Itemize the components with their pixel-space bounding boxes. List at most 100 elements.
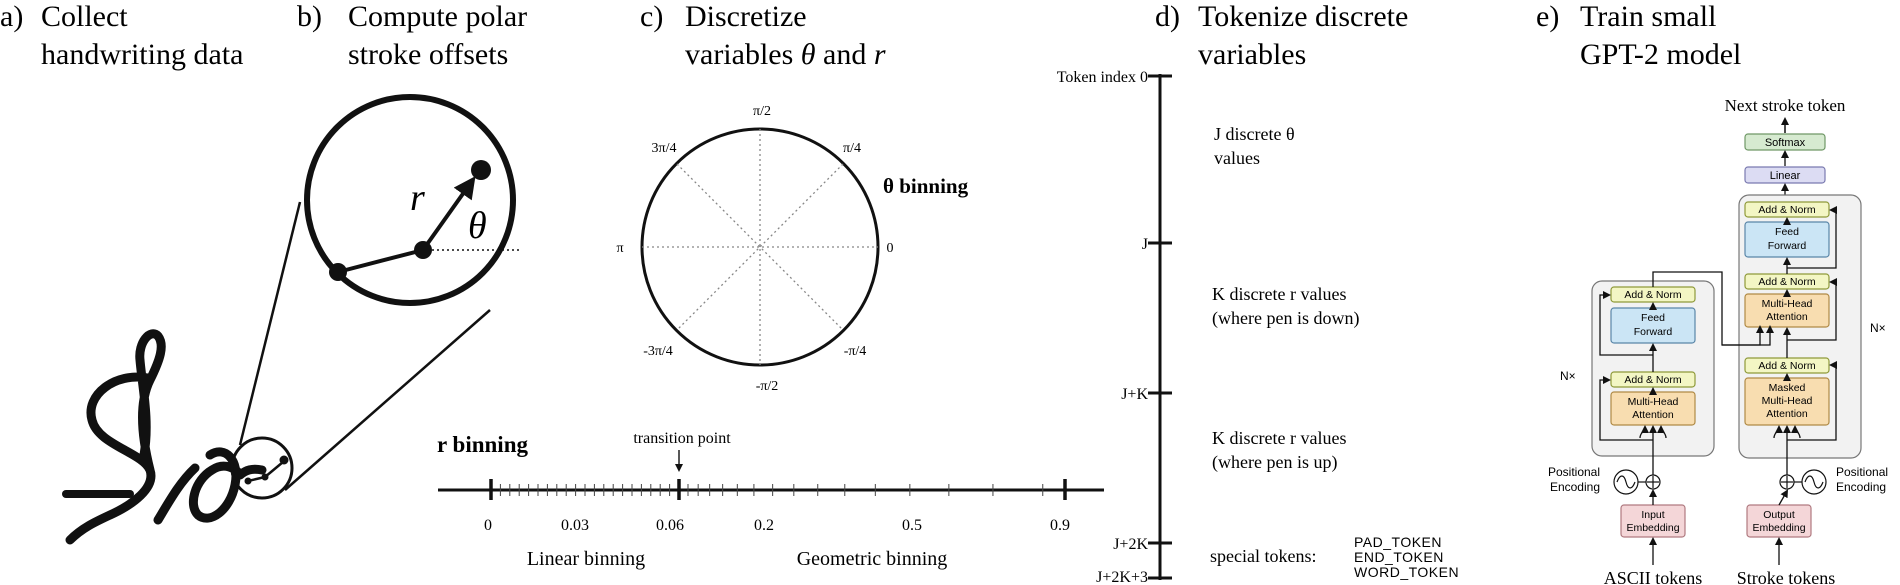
small-point-3: [279, 455, 289, 465]
next-stroke-token-label: Next stroke token: [1725, 96, 1846, 115]
panel-e-label: e): [1536, 0, 1559, 33]
tick-label-0-2: 0.2: [754, 517, 774, 534]
encoder-ff-line1: Feed: [1641, 312, 1665, 324]
zoom-connector-lower: [284, 309, 491, 491]
decoder-pos-enc-line2: Encoding: [1836, 480, 1886, 494]
decoder-masked-line3: Attention: [1766, 408, 1808, 420]
panel-a-title-line1: Collect: [41, 0, 128, 33]
tick-label-0: 0: [484, 517, 492, 534]
handwriting-stroke-1: [65, 329, 166, 545]
group-k-up-line2: (where pen is up): [1212, 452, 1337, 473]
r-binning-major-ticks: [489, 479, 1067, 500]
ascii-tokens-label: ASCII tokens: [1604, 568, 1703, 585]
panel-a-title-line2: handwriting data: [41, 38, 243, 71]
angle-label-pi-2: π/2: [753, 104, 771, 119]
panel-b-label: b): [297, 0, 322, 33]
point-next: [471, 160, 491, 180]
input-embedding-line1: Input: [1641, 509, 1664, 521]
panel-c: c) Discretize variables θ and r π/2 π/4 …: [437, 0, 1104, 570]
decoder-add-norm-3-label: Add & Norm: [1758, 360, 1815, 372]
title-and: and: [816, 38, 874, 71]
output-embedding-line1: Output: [1763, 509, 1795, 521]
panel-b: b) Compute polar stroke offsets r θ: [297, 0, 527, 306]
axis-label-j-plus-2k: J+2K: [1113, 536, 1148, 553]
panel-a: a) Collect handwriting data: [0, 0, 491, 545]
linear-binning-label: Linear binning: [527, 548, 645, 570]
offset-vector-arrow: [421, 176, 476, 252]
r-binning-label: r binning: [437, 432, 528, 457]
angle-label-pi: π: [616, 241, 623, 256]
r-binning-minor-ticks: [499, 484, 1044, 496]
special-tokens-label: special tokens:: [1210, 546, 1316, 566]
point-current: [414, 241, 432, 259]
angle-label-neg-pi-2: -π/2: [756, 379, 779, 394]
decoder-ff-line2: Forward: [1768, 240, 1807, 252]
tick-label-0-5: 0.5: [902, 517, 922, 534]
axis-label-j-plus-2k-plus-3: J+2K+3: [1096, 569, 1148, 585]
encoder-mha-line1: Multi-Head: [1628, 396, 1679, 408]
angle-label-neg-3pi-4: -3π/4: [643, 344, 673, 359]
zoom-source-circle: [230, 436, 294, 500]
panel-e-title-line1: Train small: [1580, 0, 1716, 33]
encoder-positional-encoding-icon: [1613, 469, 1646, 495]
r-symbol: r: [410, 177, 425, 219]
tick-label-0-9: 0.9: [1050, 517, 1070, 534]
zoom-connector-upper: [238, 201, 302, 446]
panel-b-title-line1: Compute polar: [348, 0, 527, 33]
panel-e-title-line2: GPT-2 model: [1580, 38, 1741, 71]
handwriting-stroke-2: [153, 447, 267, 525]
angle-label-3pi-4: 3π/4: [652, 141, 677, 156]
decoder-nx-label: N×: [1870, 321, 1886, 335]
decoder-ff-line1: Feed: [1775, 226, 1799, 238]
decoder-masked-line2: Multi-Head: [1762, 395, 1813, 407]
axis-label-j-plus-k: J+K: [1121, 386, 1148, 403]
encoder-pos-enc-line2: Encoding: [1550, 480, 1600, 494]
special-token-word: WORD_TOKEN: [1354, 564, 1459, 580]
decoder-mha-line2: Attention: [1766, 311, 1808, 323]
title-r: r: [874, 38, 886, 71]
panel-c-title-line2: variables θ and r: [685, 38, 886, 71]
decoder-masked-line1: Masked: [1769, 382, 1806, 394]
geometric-binning-label: Geometric binning: [797, 548, 948, 570]
axis-label-token-index-0: Token index 0: [1057, 69, 1148, 86]
token-index-ticks: [1148, 74, 1172, 580]
special-token-pad: PAD_TOKEN: [1354, 534, 1442, 550]
theta-bin-dividers: [642, 129, 878, 365]
decoder-add-norm-1-label: Add & Norm: [1758, 204, 1815, 216]
group-k-up-line1: K discrete r values: [1212, 428, 1346, 448]
axis-label-j: J: [1142, 236, 1148, 253]
softmax-label: Softmax: [1765, 137, 1806, 149]
previous-stroke-segment: [337, 248, 424, 274]
theta-symbol: θ: [468, 205, 487, 247]
transformer-connections: [1599, 206, 1837, 565]
encoder-add-norm-top-label: Add & Norm: [1624, 289, 1681, 301]
transition-point-label: transition point: [633, 430, 731, 447]
angle-label-pi-4: π/4: [843, 141, 861, 156]
decoder-adder: [1779, 474, 1795, 490]
panel-d-label: d): [1155, 0, 1180, 33]
small-point-1: [244, 477, 252, 485]
panel-d-title-line2: variables: [1198, 38, 1306, 71]
small-point-2: [261, 473, 269, 481]
linear-label: Linear: [1770, 170, 1801, 182]
group-k-down-line1: K discrete r values: [1212, 284, 1346, 304]
decoder-pos-enc-line1: Positional: [1836, 465, 1888, 479]
encoder-adder: [1645, 474, 1661, 490]
output-embedding-line2: Embedding: [1752, 522, 1805, 534]
panel-d-title-line1: Tokenize discrete: [1198, 0, 1408, 33]
decoder-positional-encoding-icon: [1794, 469, 1827, 495]
point-prev: [329, 263, 347, 281]
panel-e: e) Train small GPT-2 model Next stroke t…: [1536, 0, 1888, 585]
decoder-mha-line1: Multi-Head: [1762, 298, 1813, 310]
tick-label-0-06: 0.06: [656, 517, 684, 534]
group-k-down-line2: (where pen is down): [1212, 308, 1359, 329]
panel-b-title-line2: stroke offsets: [348, 38, 508, 71]
theta-binning-label: θ binning: [883, 174, 969, 198]
title-theta: θ: [801, 38, 816, 71]
stroke-tokens-label: Stroke tokens: [1737, 568, 1836, 585]
panel-d: d) Tokenize discrete variables Token ind…: [1057, 0, 1459, 585]
decoder-add-norm-2-label: Add & Norm: [1758, 276, 1815, 288]
panel-c-title-line1: Discretize: [685, 0, 807, 33]
tick-label-0-03: 0.03: [561, 517, 589, 534]
